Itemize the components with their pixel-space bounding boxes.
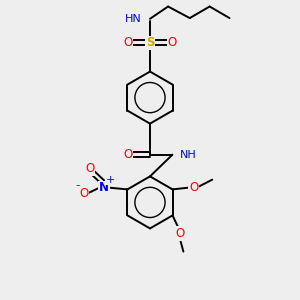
Text: O: O [123,148,132,161]
Text: O: O [189,181,198,194]
Text: O: O [123,36,132,49]
Text: N: N [99,181,109,194]
Text: O: O [168,36,177,49]
Text: O: O [80,187,89,200]
Text: -: - [75,178,80,192]
Text: S: S [146,36,154,49]
Text: O: O [175,227,184,240]
Text: O: O [85,162,95,175]
Text: HN: HN [125,14,142,24]
Text: NH: NH [180,150,196,160]
Text: +: + [106,175,115,184]
